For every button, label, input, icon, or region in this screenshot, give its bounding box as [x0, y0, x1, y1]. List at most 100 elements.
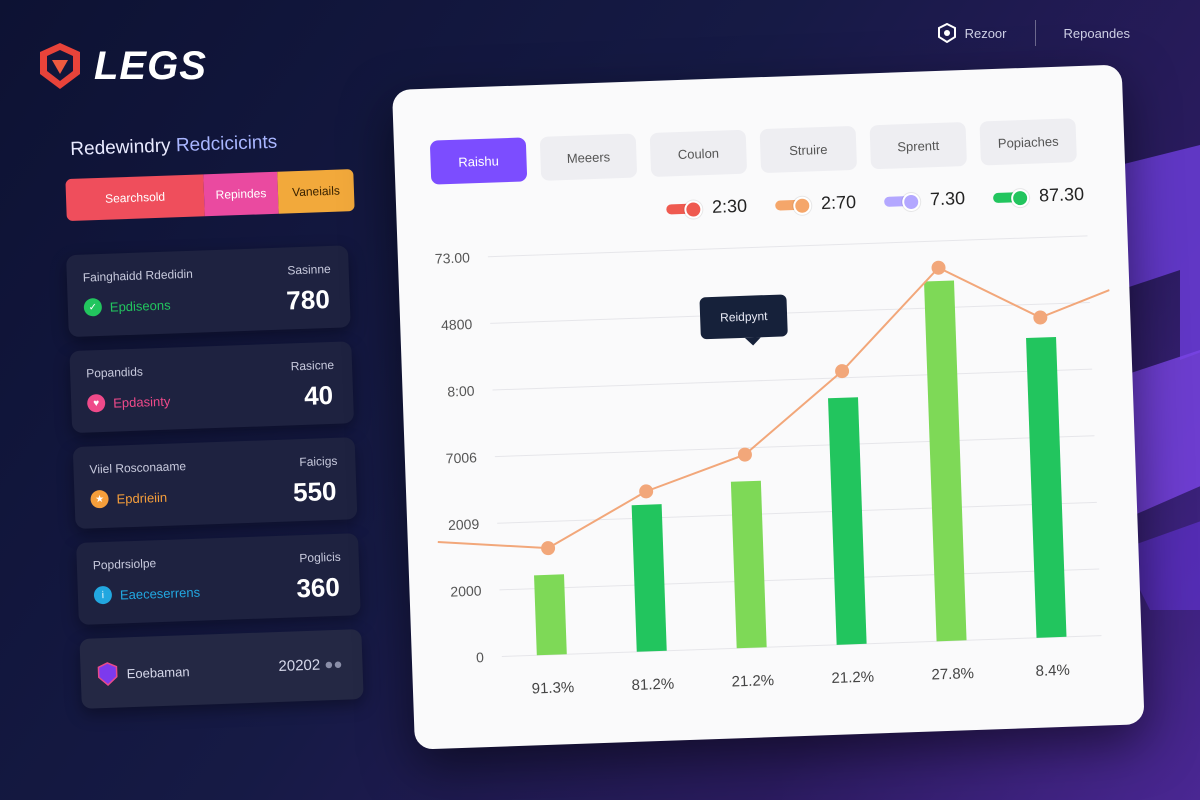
- stat-sub-label: Epdrieiin: [116, 489, 168, 507]
- stat-sub: ★ Epdrieiin: [90, 488, 167, 509]
- x-tick-label: 21.2%: [731, 672, 774, 690]
- grid-line: [490, 301, 1090, 324]
- grid-line: [487, 235, 1088, 258]
- panel-title: Redewindry Redcicicints: [70, 129, 361, 161]
- pill-pink[interactable]: Repindes: [203, 171, 279, 217]
- stat-right-label: Faicigs: [299, 453, 338, 470]
- line-point: [639, 484, 654, 499]
- top-link[interactable]: Repoandes: [1063, 25, 1131, 41]
- stat-card[interactable]: Viiel Rosconaame Faicigs ★ Epdrieiin 550: [72, 437, 358, 529]
- footer-card[interactable]: Eoebaman 20202 ●●: [79, 629, 364, 709]
- brand-badge-icon: [937, 23, 956, 43]
- y-tick-label: 2000: [450, 583, 482, 600]
- left-panel: Redewindry Redcicicints Searchsold Repin…: [40, 129, 380, 724]
- stat-sub: ✓ Epdiseons: [83, 296, 171, 317]
- legend-swatch: [992, 191, 1028, 203]
- legend-swatch: [774, 199, 810, 211]
- bar-line-chart: 0 2000 2009 7006 8:00 4800 73.00 91.3% 81.2% 21.2…: [435, 235, 1110, 697]
- grid-line: [494, 435, 1095, 458]
- series-line: [437, 266, 1110, 550]
- shield-icon: [97, 662, 118, 686]
- footer-label: Eoebaman: [126, 663, 190, 681]
- pill-group: Searchsold Repindes Vaneiails: [65, 169, 362, 222]
- stat-right-label: Sasinne: [287, 261, 331, 278]
- line-point: [931, 260, 946, 275]
- tab-bar: Raishu Meeers Coulon Struire Sprentt Pop…: [429, 118, 1077, 185]
- legend-value: 2:30: [711, 195, 748, 217]
- panel-title-b: Redcicicints: [175, 131, 278, 157]
- line-point: [737, 447, 752, 462]
- stat-right-label: Poglicis: [299, 549, 341, 566]
- grid-line: [497, 501, 1097, 524]
- chart-bar: [631, 504, 667, 652]
- y-tick-label: 2009: [448, 516, 480, 533]
- top-brand[interactable]: Rezoor: [937, 23, 1007, 43]
- line-point: [1033, 310, 1048, 325]
- tab-3[interactable]: Coulon: [649, 129, 748, 178]
- stat-value: 360: [295, 571, 341, 604]
- footer-value: 20202 ●●: [278, 656, 343, 675]
- stat-card[interactable]: Popdrsiolpe Poglicis i Eaeceserrens 360: [76, 533, 361, 625]
- x-tick-label: 21.2%: [831, 669, 874, 687]
- app-logo[interactable]: LEGS: [34, 40, 207, 92]
- top-bar: Rezoor Repoandes: [937, 20, 1130, 46]
- grid-line: [501, 635, 1102, 658]
- logo-text: LEGS: [94, 43, 207, 88]
- tab-4[interactable]: Struire: [759, 125, 858, 174]
- stat-card[interactable]: Fainghaidd Rdedidin Sasinne ✓ Epdiseons …: [66, 245, 351, 338]
- logo-emblem-icon: [40, 43, 80, 89]
- info-icon: i: [93, 585, 113, 605]
- tab-5[interactable]: Sprentt: [869, 122, 968, 170]
- stat-label: Popandids: [85, 364, 144, 381]
- grid-line: [499, 568, 1100, 591]
- stat-card[interactable]: Popandids Rasicne ♥ Epdasinty 40: [69, 341, 355, 434]
- x-tick-label: 8.4%: [1035, 662, 1070, 680]
- legend-item[interactable]: 2:30: [665, 195, 748, 220]
- tab-6[interactable]: Popiaches: [979, 118, 1077, 166]
- top-brand-label: Rezoor: [964, 25, 1007, 41]
- stat-sub-label: Eaeceserrens: [119, 584, 201, 602]
- check-icon: ✓: [83, 297, 103, 317]
- legend-value: 2:70: [820, 191, 857, 214]
- legend-swatch: [883, 195, 919, 207]
- chart-bar: [534, 574, 567, 656]
- chart-bar: [828, 397, 867, 645]
- stat-label: Viiel Rosconaame: [89, 459, 187, 477]
- chart-bar: [730, 480, 767, 649]
- more-dots-icon[interactable]: ●●: [324, 655, 343, 674]
- y-tick-label: 8:00: [447, 383, 475, 400]
- line-point: [541, 541, 556, 556]
- panel-title-a: Redewindry: [69, 135, 171, 160]
- legend-swatch: [665, 202, 701, 215]
- grid-line: [492, 368, 1093, 391]
- legend-item[interactable]: 87.30: [992, 183, 1085, 208]
- y-tick-label: 4800: [441, 316, 473, 333]
- stat-label: Popdrsiolpe: [92, 556, 157, 573]
- stat-label: Fainghaidd Rdedidin: [82, 266, 194, 285]
- footer-value-text: 20202: [278, 656, 321, 675]
- pill-amber[interactable]: Vaneiails: [277, 169, 355, 214]
- star-icon: ★: [90, 489, 109, 509]
- legend-value: 87.30: [1038, 183, 1085, 206]
- line-point: [835, 364, 850, 379]
- legend-item[interactable]: 7.30: [883, 188, 966, 212]
- chart-bar: [924, 280, 967, 642]
- x-tick-label: 81.2%: [631, 676, 674, 694]
- stat-sub: ♥ Epdasinty: [86, 392, 171, 413]
- legend-item[interactable]: 2:70: [774, 191, 857, 216]
- x-tick-label: 91.3%: [531, 679, 574, 697]
- stat-sub-label: Epdiseons: [109, 297, 171, 315]
- legend-value: 7.30: [929, 188, 966, 210]
- chart-card: Raishu Meeers Coulon Struire Sprentt Pop…: [392, 64, 1145, 750]
- stat-sub: i Eaeceserrens: [93, 583, 201, 605]
- pill-red[interactable]: Searchsold: [65, 174, 205, 222]
- tab-1[interactable]: Raishu: [429, 137, 528, 185]
- stat-value: 780: [285, 283, 331, 316]
- footer-sub: Eoebaman: [96, 659, 190, 686]
- y-tick-label: 73.00: [435, 249, 471, 266]
- stat-value: 550: [292, 475, 337, 508]
- y-tick-label: 0: [476, 649, 485, 665]
- tab-2[interactable]: Meeers: [539, 133, 638, 181]
- x-tick-label: 27.8%: [931, 665, 974, 683]
- heart-icon: ♥: [86, 393, 106, 413]
